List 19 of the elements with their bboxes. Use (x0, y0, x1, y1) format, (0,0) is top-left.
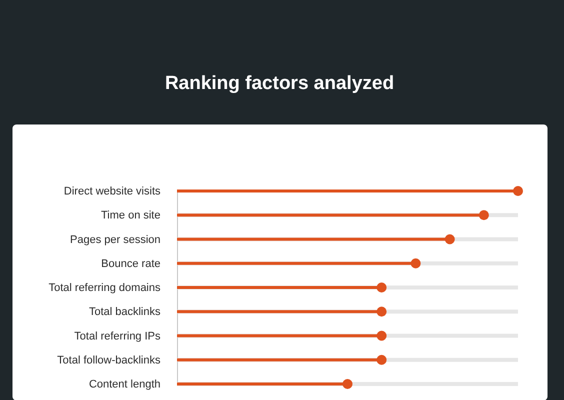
point (410, 258, 421, 268)
point (478, 210, 489, 220)
y-tick-label: Total referring IPs (74, 330, 161, 342)
y-tick-label: Time on site (100, 210, 160, 222)
y-tick-label: Pages per session (70, 234, 160, 246)
point (376, 306, 387, 317)
chart-title: Ranking factors analyzed (164, 73, 394, 94)
y-tick-label: Direct website visits (64, 186, 161, 198)
y-tick-label: Content length (88, 378, 160, 390)
y-tick-label: Total backlinks (88, 306, 161, 318)
point (376, 354, 387, 365)
y-tick-label: Total referring domains (48, 282, 161, 294)
point (376, 282, 387, 292)
point (513, 186, 523, 196)
y-tick-label: Bounce rate (101, 258, 160, 270)
point (342, 379, 352, 389)
y-tick-label: Total follow-backlinks (57, 354, 161, 366)
point (444, 234, 455, 244)
point (376, 330, 387, 341)
